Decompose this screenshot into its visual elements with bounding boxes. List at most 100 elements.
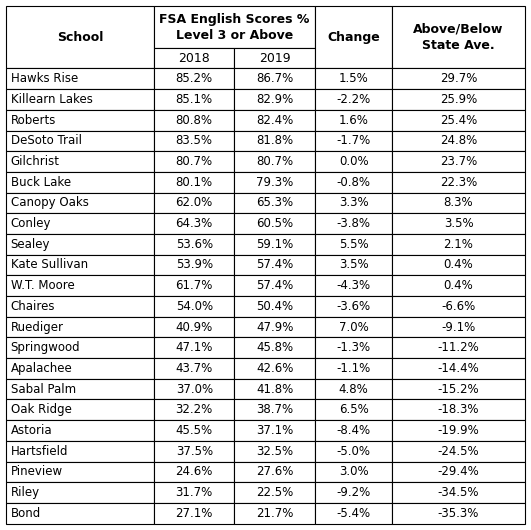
Bar <box>154 296 234 317</box>
Bar <box>234 192 315 213</box>
Bar <box>392 276 525 296</box>
Text: W.T. Moore: W.T. Moore <box>11 279 74 292</box>
Bar <box>234 151 315 172</box>
Text: 40.9%: 40.9% <box>176 321 213 333</box>
Bar <box>234 296 315 317</box>
Bar <box>234 172 315 192</box>
Text: Chaires: Chaires <box>11 300 55 313</box>
Text: -35.3%: -35.3% <box>438 507 479 520</box>
Bar <box>234 338 315 358</box>
Text: 6.5%: 6.5% <box>339 403 369 417</box>
Bar <box>6 110 154 130</box>
Bar <box>6 482 154 503</box>
Text: -24.5%: -24.5% <box>438 445 479 458</box>
Bar <box>315 503 392 524</box>
Bar <box>6 358 154 379</box>
Bar <box>154 276 234 296</box>
Text: Springwood: Springwood <box>11 341 80 354</box>
Bar <box>392 358 525 379</box>
Bar <box>315 234 392 254</box>
Bar <box>234 213 315 234</box>
Bar <box>392 462 525 482</box>
Bar <box>392 89 525 110</box>
Bar <box>154 110 234 130</box>
Bar <box>154 503 234 524</box>
Text: Kate Sullivan: Kate Sullivan <box>11 259 88 271</box>
Text: Hawks Rise: Hawks Rise <box>11 72 78 85</box>
Bar <box>234 441 315 462</box>
Text: -3.8%: -3.8% <box>337 217 371 230</box>
Text: Sabal Palm: Sabal Palm <box>11 383 76 396</box>
Text: -18.3%: -18.3% <box>438 403 479 417</box>
Text: -4.3%: -4.3% <box>337 279 371 292</box>
Bar <box>6 130 154 151</box>
Bar <box>315 400 392 420</box>
Text: 54.0%: 54.0% <box>176 300 213 313</box>
Bar <box>234 89 315 110</box>
Text: Killearn Lakes: Killearn Lakes <box>11 93 92 106</box>
Text: 5.5%: 5.5% <box>339 238 369 251</box>
Bar <box>154 441 234 462</box>
Bar <box>6 192 154 213</box>
Text: 62.0%: 62.0% <box>176 197 213 209</box>
Text: 8.3%: 8.3% <box>444 197 473 209</box>
Bar <box>154 420 234 441</box>
Bar <box>154 6 315 48</box>
Text: Hartsfield: Hartsfield <box>11 445 68 458</box>
Text: 41.8%: 41.8% <box>256 383 293 396</box>
Bar <box>6 338 154 358</box>
Text: 82.9%: 82.9% <box>256 93 293 106</box>
Bar <box>6 379 154 400</box>
Bar <box>154 89 234 110</box>
Bar <box>234 358 315 379</box>
Text: 82.4%: 82.4% <box>256 113 293 127</box>
Text: 3.0%: 3.0% <box>339 465 369 479</box>
Text: 50.4%: 50.4% <box>256 300 293 313</box>
Bar <box>392 172 525 192</box>
Bar <box>315 254 392 276</box>
Bar <box>315 6 392 68</box>
Text: 80.7%: 80.7% <box>176 155 213 168</box>
Bar <box>234 317 315 338</box>
Text: -9.1%: -9.1% <box>441 321 476 333</box>
Text: 0.0%: 0.0% <box>339 155 369 168</box>
Text: 24.8%: 24.8% <box>440 134 477 147</box>
Text: 86.7%: 86.7% <box>256 72 293 85</box>
Bar <box>6 503 154 524</box>
Text: -9.2%: -9.2% <box>337 486 371 499</box>
Text: 53.9%: 53.9% <box>176 259 213 271</box>
Bar <box>6 6 154 68</box>
Text: Pineview: Pineview <box>11 465 63 479</box>
Bar <box>234 400 315 420</box>
Text: 53.6%: 53.6% <box>176 238 213 251</box>
Text: 80.7%: 80.7% <box>256 155 293 168</box>
Bar <box>392 68 525 89</box>
Text: 3.5%: 3.5% <box>444 217 473 230</box>
Bar <box>234 482 315 503</box>
Bar <box>315 89 392 110</box>
Bar <box>315 462 392 482</box>
Text: 22.3%: 22.3% <box>440 176 477 189</box>
Bar <box>154 379 234 400</box>
Text: -0.8%: -0.8% <box>337 176 371 189</box>
Bar <box>392 441 525 462</box>
Bar <box>315 338 392 358</box>
Bar <box>154 317 234 338</box>
Bar <box>6 213 154 234</box>
Bar <box>6 420 154 441</box>
Text: -2.2%: -2.2% <box>337 93 371 106</box>
Text: 85.2%: 85.2% <box>176 72 213 85</box>
Bar <box>392 379 525 400</box>
Text: -14.4%: -14.4% <box>438 362 479 375</box>
Text: 38.7%: 38.7% <box>256 403 293 417</box>
Text: 21.7%: 21.7% <box>256 507 293 520</box>
Text: -3.6%: -3.6% <box>337 300 371 313</box>
Text: 37.1%: 37.1% <box>256 424 293 437</box>
Bar <box>234 254 315 276</box>
Text: 23.7%: 23.7% <box>440 155 477 168</box>
Bar <box>154 68 234 89</box>
Bar <box>6 68 154 89</box>
Text: 32.2%: 32.2% <box>176 403 213 417</box>
Text: 2018: 2018 <box>178 51 210 65</box>
Bar <box>6 254 154 276</box>
